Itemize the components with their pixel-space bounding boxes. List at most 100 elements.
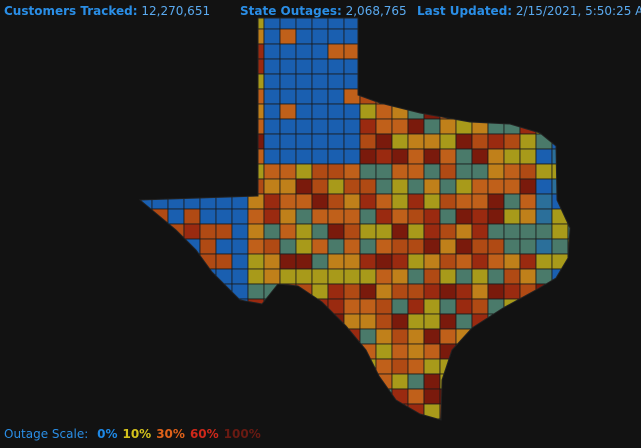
county (327, 43, 345, 60)
county (231, 373, 249, 390)
county (231, 328, 249, 345)
county (423, 313, 441, 330)
county (327, 118, 345, 135)
county (455, 283, 473, 300)
county (327, 328, 345, 345)
county (263, 118, 281, 135)
county (487, 373, 505, 390)
county (535, 343, 553, 360)
county (140, 313, 153, 330)
county (311, 208, 329, 225)
county (423, 163, 441, 180)
county (535, 418, 553, 420)
county (231, 163, 249, 180)
legend-item: 30% (156, 427, 185, 441)
county (311, 328, 329, 345)
county (375, 163, 393, 180)
county (327, 283, 345, 300)
county (471, 73, 489, 90)
county (279, 253, 297, 270)
county (535, 103, 553, 120)
county (140, 73, 153, 90)
county (199, 388, 217, 405)
county (183, 178, 201, 195)
county (471, 358, 489, 375)
county (279, 148, 297, 165)
county (375, 253, 393, 270)
county (151, 298, 169, 315)
county (151, 58, 169, 75)
county (535, 58, 553, 75)
state-outages: State Outages: 2,068,765 (240, 4, 407, 18)
county (151, 313, 169, 330)
county (343, 163, 361, 180)
county (423, 283, 441, 300)
county (535, 358, 553, 375)
county (247, 43, 265, 60)
county (359, 133, 377, 150)
county (199, 193, 217, 210)
county (199, 43, 217, 60)
county (247, 358, 265, 375)
county (471, 343, 489, 360)
county (567, 133, 570, 150)
county (487, 208, 505, 225)
county (407, 148, 425, 165)
county (151, 238, 169, 255)
county (439, 133, 457, 150)
county (199, 223, 217, 240)
county (519, 43, 537, 60)
county (439, 343, 457, 360)
county (343, 343, 361, 360)
county (247, 148, 265, 165)
county (375, 268, 393, 285)
county (327, 193, 345, 210)
county (391, 58, 409, 75)
county (519, 403, 537, 420)
county (231, 238, 249, 255)
county (327, 208, 345, 225)
county (327, 28, 345, 45)
county (439, 118, 457, 135)
county (167, 73, 185, 90)
county (375, 148, 393, 165)
county (279, 133, 297, 150)
county (455, 358, 473, 375)
county (231, 268, 249, 285)
county (503, 73, 521, 90)
county (343, 388, 361, 405)
county (231, 88, 249, 105)
county (503, 283, 521, 300)
county (247, 73, 265, 90)
county (423, 133, 441, 150)
county (567, 268, 570, 285)
county (263, 253, 281, 270)
county (311, 373, 329, 390)
county (503, 223, 521, 240)
county (423, 403, 441, 420)
county (183, 58, 201, 75)
county (247, 328, 265, 345)
county (503, 193, 521, 210)
county (519, 358, 537, 375)
county (375, 178, 393, 195)
county (215, 118, 233, 135)
county (503, 328, 521, 345)
county (439, 238, 457, 255)
county (503, 148, 521, 165)
county (391, 43, 409, 60)
county (375, 418, 393, 420)
county (183, 148, 201, 165)
county (471, 148, 489, 165)
county (311, 43, 329, 60)
legend-item: 100% (223, 427, 261, 441)
county (359, 58, 377, 75)
county (263, 178, 281, 195)
county (455, 163, 473, 180)
county (519, 343, 537, 360)
county (167, 298, 185, 315)
county (375, 88, 393, 105)
county (311, 238, 329, 255)
county (375, 403, 393, 420)
county (407, 283, 425, 300)
